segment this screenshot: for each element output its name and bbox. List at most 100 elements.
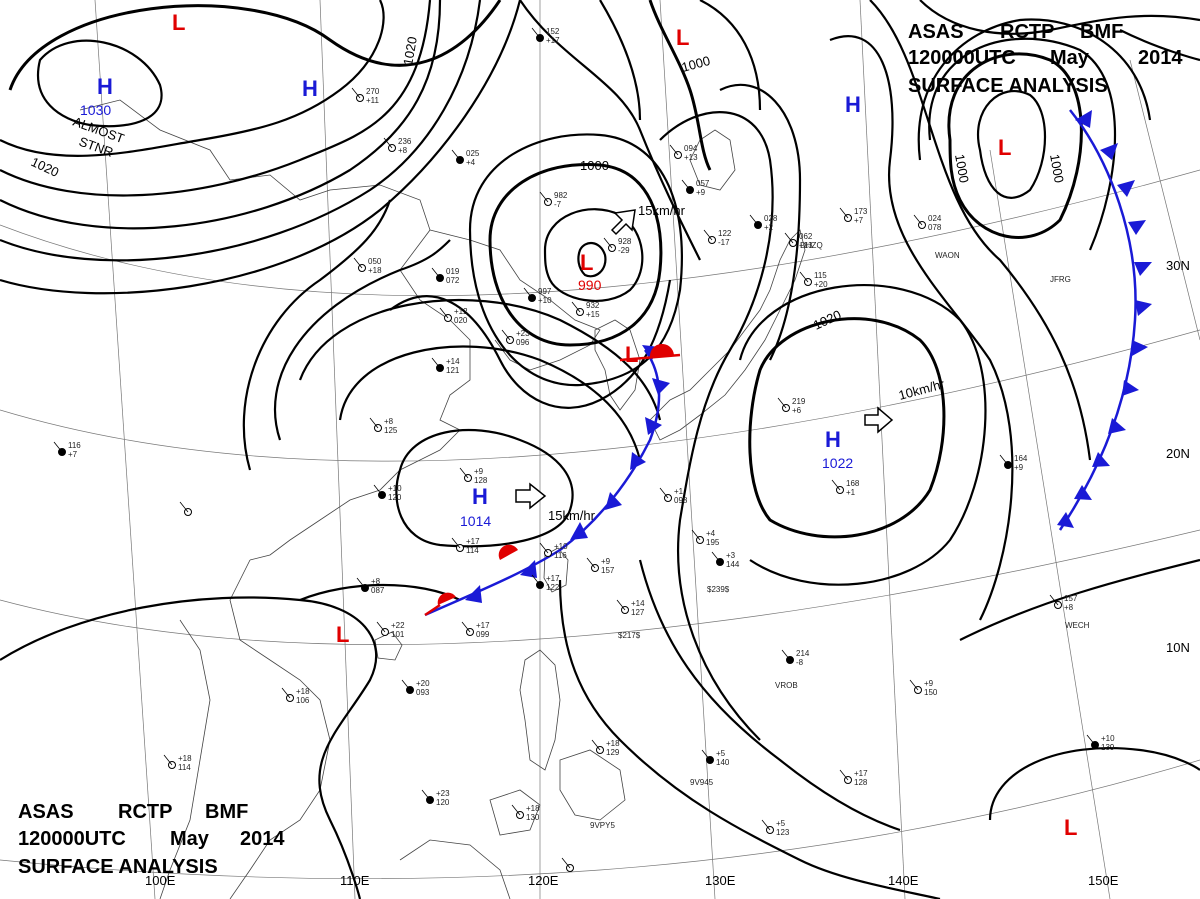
station-value: +9 [696, 188, 706, 197]
station-value: +8 [384, 417, 394, 426]
lat-label: 20N [1166, 446, 1190, 461]
station-id: WECH [1065, 621, 1090, 630]
isobar-label: 1020 [811, 307, 844, 333]
low-center-symbol: L [676, 25, 689, 50]
station-id: VROB [775, 681, 798, 690]
station-value: 116 [554, 551, 567, 560]
isobar [0, 0, 442, 230]
station-value: 150 [924, 688, 938, 697]
low-center-symbol: L [172, 10, 185, 35]
station-value: 062 [799, 232, 813, 241]
header-top: ASAS RCTP BMF 120000UTC May 2014 SURFACE… [908, 21, 1183, 97]
station-value: +5 [716, 749, 726, 758]
station-value: 144 [726, 560, 740, 569]
isobar [699, 0, 762, 111]
station-value: 114 [178, 763, 191, 772]
wind-barb [531, 574, 541, 586]
station-value: 087 [371, 586, 385, 595]
wind-barb [659, 487, 669, 499]
isobar-label: 1020 [29, 154, 62, 180]
station-value: +10 [1101, 734, 1115, 743]
isobar [719, 83, 802, 361]
station-value: +8 [398, 146, 408, 155]
isobar [468, 133, 683, 387]
high-center-symbol: H [472, 484, 488, 509]
station-id: WAON [935, 251, 960, 260]
wind-barb [369, 417, 379, 429]
station-id: JFRG [1050, 275, 1071, 284]
station-value: 106 [296, 696, 310, 705]
isobar [558, 579, 941, 899]
header-bottom-month: May [170, 828, 210, 850]
wind-barb [459, 467, 469, 479]
wind-barb [401, 679, 411, 691]
station-value: 928 [618, 237, 632, 246]
wind-barb [373, 484, 383, 496]
header-bottom-time: 120000UTC [18, 828, 126, 850]
station-value: +1 [846, 488, 856, 497]
isobar [273, 239, 451, 441]
station-value: +8 [371, 577, 381, 586]
station-ids: DHZQ WAON JFRG WECH VROB 9V945 9VPY5 $23… [590, 241, 1090, 830]
wind-barb [461, 621, 471, 633]
wind-barb [691, 529, 701, 541]
header-top-code: BMF [1080, 21, 1123, 43]
station-value: +18 [178, 754, 192, 763]
isobar [298, 298, 662, 421]
wind-barb [711, 551, 721, 563]
station-value: 121 [446, 366, 460, 375]
wind-barb [351, 87, 361, 99]
station-value: -17 [718, 238, 730, 247]
isobar [242, 199, 392, 471]
station-value: +18 [368, 266, 382, 275]
station-value: 019 [446, 267, 460, 276]
high-center-symbol: H [825, 427, 841, 452]
header-top-time: 120000UTC [908, 47, 1016, 69]
wind-barb [539, 542, 549, 554]
station-value: -29 [618, 246, 630, 255]
isobar [543, 208, 644, 302]
station-value: 195 [706, 538, 720, 547]
station-value: +20 [814, 280, 828, 289]
station-value: +13 [799, 241, 813, 250]
low-center-symbol: L [998, 135, 1011, 160]
wind-barb [749, 214, 759, 226]
station-id: 9VPY5 [590, 821, 615, 830]
isobar-label: 1000 [1047, 153, 1067, 184]
station-value: 129 [606, 748, 620, 757]
lon-label: 140E [888, 873, 919, 888]
lon-label: 150E [1088, 873, 1119, 888]
wind-barb [1049, 594, 1059, 606]
station-value: +9 [474, 467, 484, 476]
station-value: 214 [796, 649, 810, 658]
station-value: 050 [368, 257, 382, 266]
station-value: -8 [796, 658, 804, 667]
header-top-station: RCTP [1000, 21, 1054, 43]
station-value: +17 [466, 537, 480, 546]
header-bottom: ASAS RCTP BMF 120000UTC May 2014 SURFACE… [18, 801, 285, 878]
wind-barb [431, 267, 441, 279]
isobar [659, 111, 774, 741]
wind-barb [561, 857, 571, 869]
isobar [0, 0, 522, 295]
station-value: +11 [366, 96, 380, 105]
station-value: 128 [854, 778, 868, 787]
wind-barb [913, 214, 923, 226]
isobar-label: 1000 [580, 158, 609, 173]
station-value: 219 [792, 397, 806, 406]
isobar [919, 0, 1200, 35]
station-value: +18 [526, 804, 540, 813]
wind-barb [523, 287, 533, 299]
station-value: 096 [516, 338, 530, 347]
wind-barb [1086, 734, 1096, 746]
warm-front [424, 343, 681, 617]
station-value: +15 [586, 310, 600, 319]
high-center-value: 1030 [80, 102, 111, 118]
station-value: 025 [466, 149, 480, 158]
isobar [8, 0, 502, 91]
station-value: 093 [416, 688, 430, 697]
station-value: +18 [296, 687, 310, 696]
station-value: +17 [476, 621, 490, 630]
station-value: -7 [554, 200, 562, 209]
